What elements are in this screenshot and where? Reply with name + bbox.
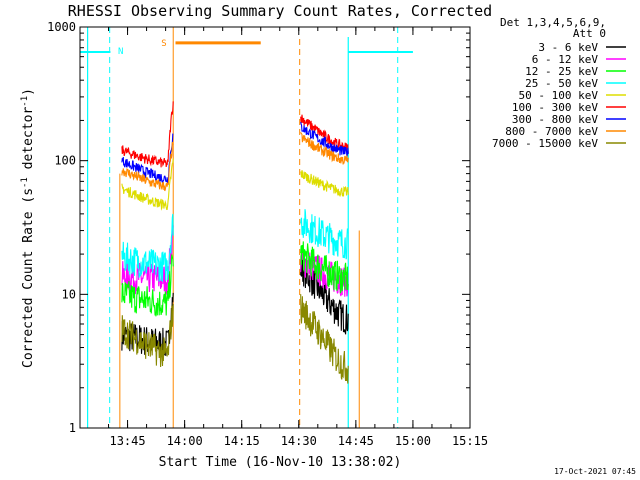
legend-label: 7000 - 15000 keV	[492, 137, 598, 150]
legend-header: Att 0	[573, 27, 606, 40]
legend-label: 6 - 12 keV	[532, 53, 599, 66]
series-line-100-300keV	[121, 101, 174, 168]
legend-label: 100 - 300 keV	[512, 101, 598, 114]
x-axis-label: Start Time (16-Nov-10 13:38:02)	[159, 455, 402, 470]
series-line-50-100keV	[300, 170, 349, 198]
legend-label: 300 - 800 keV	[512, 113, 598, 126]
y-tick-label: 100	[54, 154, 76, 168]
x-tick-label: 15:15	[452, 434, 488, 448]
series-line-800-7000keV	[121, 141, 174, 192]
x-tick-label: 15:00	[395, 434, 431, 448]
plot-frame	[79, 26, 471, 429]
x-tick-label: 14:30	[281, 434, 317, 448]
plot-area: NS	[80, 27, 413, 428]
x-tick-label: 14:15	[224, 434, 260, 448]
series-line-7000-15000keV	[300, 294, 349, 384]
series-line-6-12keV	[121, 225, 174, 296]
x-tick-label: 14:45	[338, 434, 374, 448]
series-line-25-50keV	[121, 213, 174, 282]
x-tick-label: 13:45	[109, 434, 145, 448]
series-line-25-50keV	[300, 209, 349, 260]
y-axis-label: Corrected Count Rate (s-1 detector-1)	[20, 88, 36, 368]
y-tick-label: 1000	[47, 20, 76, 34]
axes: 1 10 100 1000 13:45 14:00 14:15 14:30 14:45 15:00…	[47, 20, 488, 448]
series-line-50-100keV	[121, 158, 174, 211]
legend-label: 800 - 7000 keV	[505, 125, 598, 138]
legend-header: Det 1,3,4,5,6,9,	[500, 16, 606, 29]
series-line-800-7000keV	[300, 132, 349, 165]
x-tick-label: 14:00	[167, 434, 203, 448]
saa-flag-label: S	[161, 39, 166, 49]
y-tick-label: 1	[69, 421, 76, 435]
legend-label: 50 - 100 keV	[519, 89, 599, 102]
series-line-300-800keV	[121, 133, 174, 185]
timestamp: 17-Oct-2021 07:45	[554, 467, 636, 476]
series-line-300-800keV	[300, 121, 349, 157]
chart-title: RHESSI Observing Summary Count Rates, Co…	[68, 2, 492, 20]
y-tick-label: 10	[62, 287, 76, 301]
legend-label: 12 - 25 keV	[525, 65, 598, 78]
series-line-12-25keV	[300, 241, 349, 294]
series-line-12-25keV	[121, 254, 174, 317]
legend-label: 3 - 6 keV	[538, 41, 598, 54]
legend-label: 25 - 50 keV	[525, 77, 598, 90]
night-flag-label: N	[118, 47, 123, 57]
series-line-7000-15000keV	[121, 303, 174, 368]
